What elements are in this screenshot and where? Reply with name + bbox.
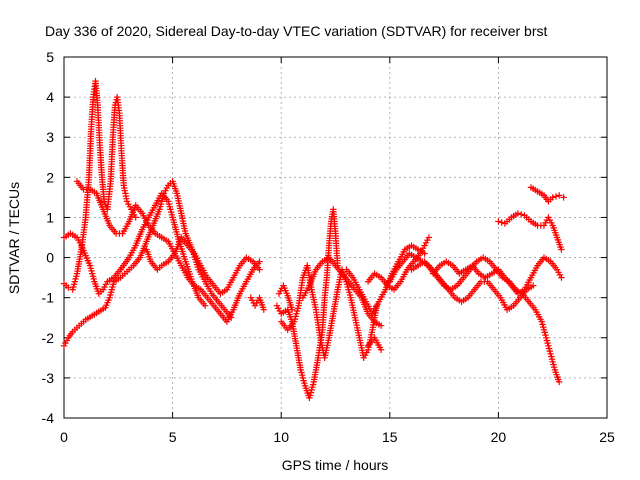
data-point: [498, 219, 505, 226]
data-point: [425, 234, 433, 241]
data-point: [549, 194, 556, 201]
y-tick-label: 3: [46, 129, 54, 145]
series-track-3: [60, 178, 235, 349]
x-tick-label: 15: [382, 429, 398, 445]
y-tick-label: 1: [46, 209, 54, 225]
y-axis-label: SDTVAR / TECUs: [6, 182, 22, 294]
y-tick-label: 4: [46, 89, 54, 105]
chart-title: Day 336 of 2020, Sidereal Day-to-day VTE…: [45, 23, 547, 39]
x-axis-tick-labels: 0 5 10 15 20 25: [60, 429, 615, 445]
series-track-12: [364, 334, 385, 353]
axis-ticks: [63, 56, 608, 419]
data-point: [558, 246, 565, 253]
data-point: [556, 378, 563, 386]
data-point: [556, 192, 563, 199]
series-track-2: [60, 77, 139, 293]
x-tick-label: 0: [60, 429, 68, 445]
grid-lines: [64, 57, 607, 418]
y-tick-label: -2: [42, 330, 55, 346]
data-series: [60, 77, 567, 402]
series-track-9: [275, 282, 296, 313]
data-point: [514, 210, 522, 217]
data-point: [202, 302, 209, 309]
x-tick-label: 5: [169, 429, 177, 445]
series-track-6: [247, 294, 267, 313]
data-point: [256, 258, 263, 265]
series-track-17: [495, 210, 565, 253]
data-point: [377, 346, 385, 353]
y-tick-label: 5: [46, 49, 54, 65]
y-tick-label: 2: [46, 169, 54, 185]
data-point: [256, 266, 263, 273]
data-point: [518, 211, 525, 218]
series-track-1: [60, 190, 209, 309]
x-tick-label: 25: [599, 429, 615, 445]
y-axis-tick-labels: -4 -3 -2 -1 0 1 2 3 4 5: [42, 49, 55, 426]
y-tick-label: -4: [42, 410, 55, 426]
data-point: [377, 322, 385, 329]
series-track-7: [273, 206, 341, 402]
y-tick-label: 0: [46, 250, 54, 266]
series-track-5: [143, 234, 263, 297]
series-track-4: [73, 178, 263, 325]
data-point: [530, 282, 537, 289]
x-tick-label: 10: [273, 429, 289, 445]
x-axis-label: GPS time / hours: [282, 457, 389, 473]
series-track-18: [527, 184, 567, 205]
data-point: [260, 306, 267, 313]
x-tick-label: 20: [491, 429, 507, 445]
data-point: [558, 274, 565, 281]
data-point: [288, 306, 296, 313]
series-track-16: [430, 254, 565, 297]
data-point: [495, 218, 502, 225]
y-tick-label: -3: [42, 370, 55, 386]
data-point: [552, 193, 560, 200]
data-point: [560, 194, 567, 201]
y-tick-label: -1: [42, 290, 55, 306]
